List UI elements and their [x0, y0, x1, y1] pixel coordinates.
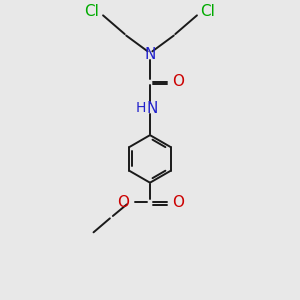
Text: O: O [118, 194, 130, 209]
Text: O: O [172, 194, 184, 209]
Text: Cl: Cl [200, 4, 215, 19]
Text: Cl: Cl [85, 4, 100, 19]
Text: H: H [135, 101, 146, 115]
Text: O: O [172, 74, 184, 89]
Text: N: N [146, 101, 158, 116]
Text: N: N [144, 47, 156, 62]
